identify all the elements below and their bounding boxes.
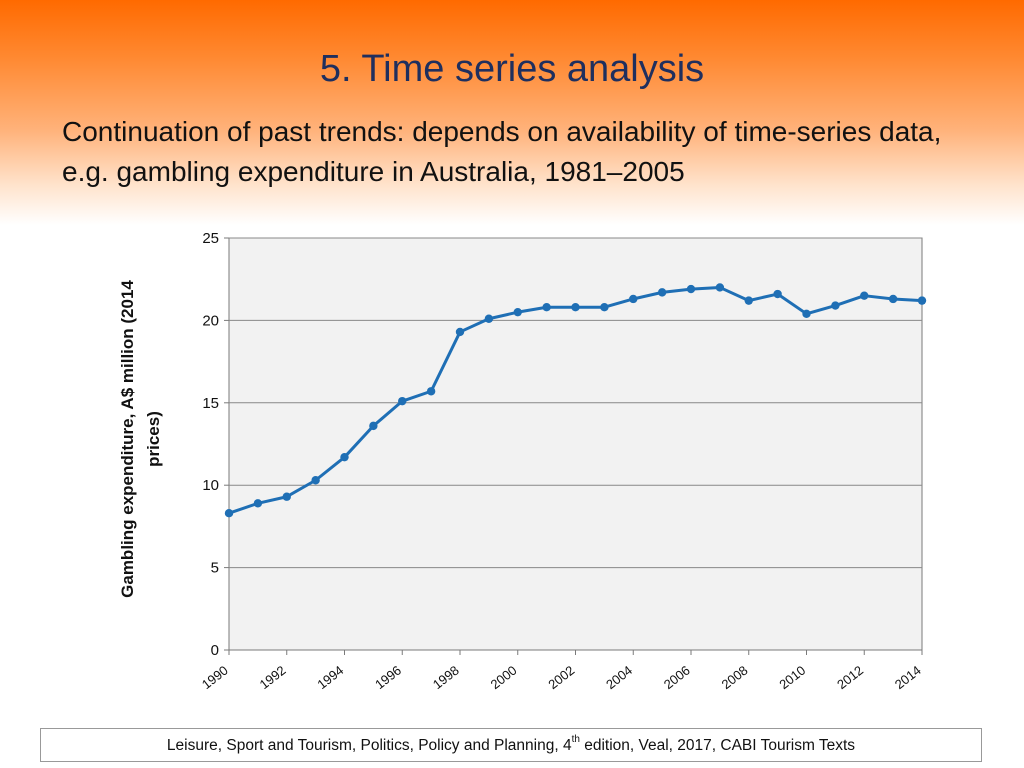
x-tick-label-1998: 1998: [430, 663, 462, 693]
data-point-2014: [917, 296, 927, 305]
data-point-1994: [340, 452, 349, 462]
data-point-2008: [744, 296, 753, 305]
data-point-2009: [773, 289, 782, 299]
slide-title: 5. Time series analysis: [319, 48, 705, 90]
plot-area: [228, 237, 923, 651]
y-tick-label-0: 0: [211, 642, 219, 659]
data-point-1993: [311, 476, 320, 485]
x-tick-label-2010: 2010: [776, 663, 808, 693]
x-tick-label-1992: 1992: [257, 663, 289, 693]
x-tick-label-2008: 2008: [719, 663, 751, 693]
chart: 0 5 10 15 20 25 1990 1992 1994 1996 1998 2000 2002 20…: [100, 220, 940, 710]
y-tick-label-25: 25: [202, 230, 219, 247]
data-point-1999: [484, 314, 494, 323]
data-point-2013: [888, 294, 898, 304]
data-point-1990: [224, 509, 234, 518]
x-tick-label-1994: 1994: [314, 663, 346, 693]
data-point-2005: [657, 288, 667, 297]
data-point-1996: [398, 396, 407, 406]
y-axis-label: Gambling expenditure, A$ million (2014 pr…: [118, 280, 163, 598]
y-tick-label-5: 5: [211, 560, 219, 577]
footer-citation: Leisure, Sport and Tourism, Politics, Po…: [40, 728, 982, 762]
data-point-1997: [426, 387, 436, 396]
x-tick-label-2002: 2002: [545, 663, 577, 693]
data-point-2002: [571, 303, 580, 312]
slide-subtitle: Continuation of past trends: depends on …: [62, 116, 942, 187]
x-tick-label-2006: 2006: [661, 663, 693, 693]
data-point-1992: [282, 492, 291, 501]
x-tick-label-2004: 2004: [603, 663, 635, 693]
data-point-2004: [629, 294, 638, 304]
data-point-1998: [455, 327, 465, 337]
data-point-2001: [542, 303, 551, 312]
data-point-2012: [860, 291, 869, 300]
x-tick-label-2012: 2012: [834, 663, 866, 693]
data-point-2000: [513, 307, 522, 317]
data-point-1991: [253, 499, 263, 508]
data-point-2010: [802, 309, 811, 319]
y-tick-label-15: 15: [202, 395, 219, 412]
x-tick-label-1996: 1996: [372, 663, 404, 693]
footer-text-after: edition, Veal, 2017, CABI Tourism Texts: [579, 737, 856, 754]
y-tick-label-10: 10: [202, 477, 219, 494]
data-point-2011: [831, 301, 840, 310]
x-tick-label-2014: 2014: [892, 663, 924, 693]
line-chart: 0 5 10 15 20 25 1990 1992 1994 1996 1998 2000 2002 20…: [118, 230, 927, 693]
y-tick-label-20: 20: [202, 312, 219, 329]
data-point-2007: [715, 283, 725, 292]
x-tick-label-1990: 1990: [199, 663, 231, 693]
footer-superscript: th: [571, 733, 580, 745]
footer-text-before: Leisure, Sport and Tourism, Politics, Po…: [166, 737, 572, 754]
data-point-2003: [600, 303, 609, 312]
data-point-2006: [686, 284, 696, 294]
data-point-1995: [369, 421, 378, 431]
x-tick-label-2000: 2000: [488, 663, 520, 693]
